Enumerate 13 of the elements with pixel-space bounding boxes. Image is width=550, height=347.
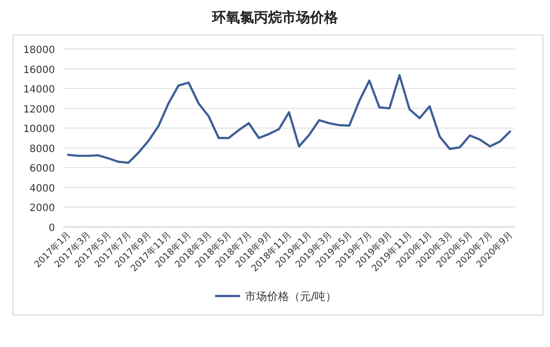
y-tick-label: 16000 [23, 64, 55, 76]
y-tick-label: 12000 [23, 104, 55, 116]
y-tick-label: 2000 [30, 203, 55, 214]
y-tick-label: 14000 [23, 84, 55, 96]
y-tick-label: 0 [48, 223, 55, 234]
y-tick-label: 6000 [30, 164, 55, 175]
y-tick-label: 8000 [30, 144, 55, 155]
y-tick-label: 10000 [23, 124, 55, 136]
y-tick-label: 4000 [30, 183, 55, 194]
chart-title: 环氧氯丙烷市场价格 [211, 9, 339, 26]
y-tick-label: 18000 [23, 45, 55, 56]
legend-label: 市场价格（元/吨） [245, 290, 337, 303]
line-series [66, 74, 512, 164]
